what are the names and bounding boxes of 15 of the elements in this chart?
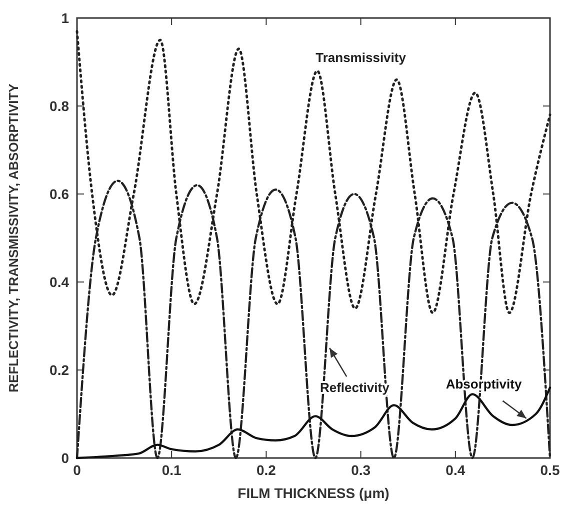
y-tick-label: 0 — [61, 450, 70, 466]
series-label: Transmissivity — [316, 50, 407, 65]
y-tick-label: 0.2 — [50, 362, 70, 378]
y-tick-label: 0.6 — [50, 186, 70, 202]
x-tick-label: 0.5 — [540, 462, 560, 478]
y-axis-title: REFLECTIVITY, TRANSMISSIVITY, ABSORPTIVITY — [6, 83, 21, 392]
x-tick-label: 0 — [73, 462, 82, 478]
y-tick-label: 0.8 — [50, 98, 70, 114]
y-tick-label: 0.4 — [50, 274, 70, 290]
x-tick-label: 0.1 — [162, 462, 182, 478]
x-tick-label: 0.2 — [256, 462, 276, 478]
y-tick-label: 1 — [61, 10, 70, 26]
x-tick-label: 0.3 — [351, 462, 371, 478]
x-axis-title: FILM THICKNESS (μm) — [238, 485, 390, 501]
x-tick-label: 0.4 — [446, 462, 466, 478]
